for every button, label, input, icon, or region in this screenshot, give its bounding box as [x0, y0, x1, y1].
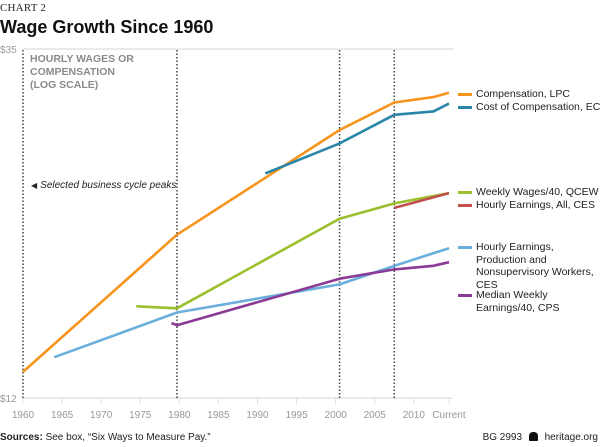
- legend-item: Median Weekly Earnings/40, CPS: [458, 289, 600, 314]
- legend-item: Cost of Compensation, ECT: [458, 101, 600, 114]
- legend-label: Weekly Wages/40, QCEW: [476, 186, 599, 198]
- site-link[interactable]: heritage.org: [544, 432, 598, 443]
- legend-label: Median Weekly Earnings/40, CPS: [476, 289, 560, 314]
- legend-swatch: [458, 93, 472, 96]
- series-line: [53, 246, 450, 359]
- x-tick-label: 1960: [12, 410, 35, 421]
- x-tick-label: 2010: [403, 410, 426, 421]
- legend-swatch: [458, 246, 472, 249]
- x-tick-label: 1995: [285, 410, 308, 421]
- x-tick-label: 1980: [168, 410, 191, 421]
- credit: BG 2993 heritage.org: [483, 432, 598, 443]
- x-tick-label: 1990: [246, 410, 269, 421]
- legend-swatch: [458, 191, 472, 194]
- legend-label: Hourly Earnings, Production and Nonsuper…: [476, 241, 594, 291]
- x-tick-label: 2005: [364, 410, 387, 421]
- legend-label: Compensation, LPC: [476, 88, 570, 100]
- legend-swatch: [458, 204, 472, 207]
- report-id: BG 2993: [482, 432, 523, 443]
- x-tick-label: 2000: [325, 410, 348, 421]
- sources-note: Sources: See box, “Six Ways to Measure P…: [0, 432, 211, 443]
- y-tick-label: $12: [0, 394, 17, 405]
- annotation-text: Selected business cycle peaks: [40, 180, 177, 191]
- legend-label: Hourly Earnings, All, CES: [476, 199, 596, 211]
- sources-text: See box, “Six Ways to Measure Pay.”: [45, 432, 211, 443]
- series-line: [136, 191, 450, 310]
- legend-item: Hourly Earnings, All, CES: [458, 199, 595, 212]
- liberty-bell-icon: [528, 432, 538, 441]
- left-triangle-icon: ◀: [31, 181, 38, 190]
- y-tick-label: $35: [0, 45, 17, 56]
- series-line: [264, 102, 450, 175]
- series-line: [22, 91, 450, 373]
- series-line: [171, 260, 450, 327]
- y-axis-label: HOURLY WAGES OR COMPENSATION (LOG SCALE): [30, 53, 134, 91]
- legend-swatch: [458, 294, 472, 297]
- legend-label: Cost of Compensation, ECT: [476, 101, 600, 113]
- chart-title: Wage Growth Since 1960: [0, 17, 214, 37]
- x-tick-label: Current: [432, 410, 466, 421]
- legend-item: Weekly Wages/40, QCEW: [458, 186, 599, 199]
- x-tick-label: 1970: [90, 410, 113, 421]
- legend-item: Compensation, LPC: [458, 88, 570, 101]
- x-tick-label: 1965: [51, 410, 74, 421]
- cycle-peaks-annotation: ◀ Selected business cycle peaks: [31, 180, 176, 193]
- legend-swatch: [458, 106, 472, 109]
- legend-item: Hourly Earnings, Production and Nonsuper…: [458, 241, 600, 291]
- x-tick-label: 1975: [129, 410, 152, 421]
- x-tick-label: 1985: [207, 410, 230, 421]
- series-line: [393, 191, 450, 210]
- sources-label: Sources:: [0, 432, 43, 443]
- chart-label: CHART 2: [0, 2, 47, 14]
